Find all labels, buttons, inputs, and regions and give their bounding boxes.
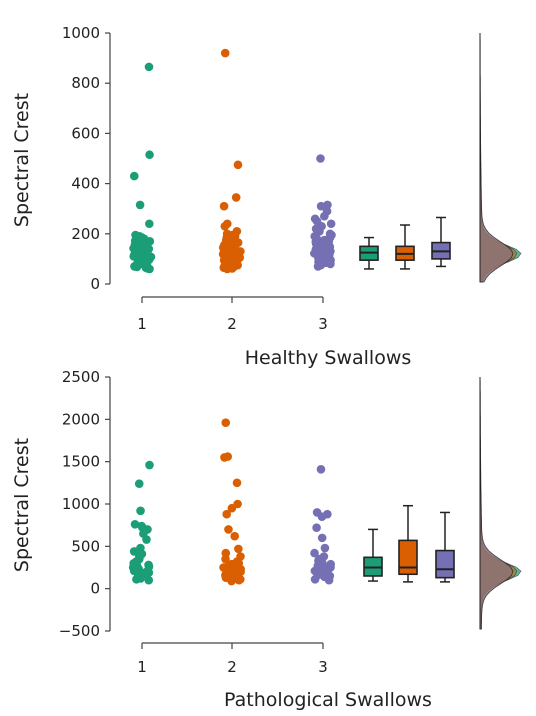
x-tick-label: 2 <box>227 658 237 676</box>
x-axis-title: Pathological Swallows <box>224 689 432 711</box>
data-point <box>220 221 230 231</box>
data-point <box>144 62 154 72</box>
data-point <box>233 160 243 170</box>
data-point <box>326 219 336 229</box>
data-point <box>224 525 233 534</box>
chart-panel-1: 0 200 400 600 800 1000 Spectral Crest 1 2 3 Health… <box>11 24 522 369</box>
data-point <box>317 533 327 543</box>
data-point <box>132 575 141 584</box>
x-tick-label: 3 <box>318 315 328 333</box>
data-point <box>320 211 329 221</box>
data-point <box>145 219 154 229</box>
data-point <box>326 259 335 269</box>
x-tick-label: 1 <box>137 315 147 333</box>
data-point <box>316 201 326 211</box>
data-point <box>220 453 229 462</box>
y-tick-label: 500 <box>71 537 100 555</box>
data-point <box>145 264 154 274</box>
data-point <box>320 543 330 553</box>
y-tick-label: 2000 <box>62 410 100 428</box>
chart-panel-2: −500 0 500 1000 1500 2000 2500 Spectral Crest 1 2… <box>11 368 522 711</box>
y-tick-label: 0 <box>90 275 100 293</box>
data-point <box>221 418 231 428</box>
data-point <box>220 48 230 58</box>
data-point <box>145 150 154 160</box>
data-point <box>145 460 154 470</box>
data-point <box>231 193 241 202</box>
y-tick-label: 1000 <box>62 24 100 42</box>
y-tick-label: 1000 <box>62 495 100 513</box>
data-point <box>136 506 145 516</box>
y-axis-title: Spectral Crest <box>11 93 33 227</box>
x-tick-label: 2 <box>227 315 237 333</box>
data-point <box>221 554 230 564</box>
y-tick-label: 1500 <box>62 453 100 471</box>
data-point <box>316 154 325 163</box>
data-point <box>313 262 323 271</box>
data-point <box>129 171 139 181</box>
y-tick-label: 800 <box>71 74 100 92</box>
data-point <box>222 509 232 519</box>
x-axis-title: Healthy Swallows <box>245 347 412 369</box>
data-point <box>227 503 237 513</box>
data-point <box>310 575 320 584</box>
density-curve <box>479 36 514 283</box>
y-tick-label: 600 <box>71 124 100 142</box>
data-point <box>134 479 144 488</box>
data-point <box>142 535 151 544</box>
y-tick-label: −500 <box>59 622 100 640</box>
density-curve <box>479 380 514 630</box>
data-point <box>324 575 334 585</box>
data-point <box>132 262 142 272</box>
data-point <box>230 531 240 541</box>
data-point <box>223 264 232 274</box>
data-point <box>144 575 154 585</box>
data-point <box>135 200 145 210</box>
y-axis-title: Spectral Crest <box>11 438 33 572</box>
y-tick-label: 2500 <box>62 368 100 386</box>
data-point <box>234 575 244 585</box>
data-point <box>130 520 140 529</box>
data-point <box>312 523 321 533</box>
y-tick-label: 400 <box>71 175 100 193</box>
data-point <box>232 478 242 488</box>
box <box>435 549 455 579</box>
data-point <box>316 464 326 474</box>
y-tick-label: 200 <box>71 225 100 243</box>
x-tick-label: 3 <box>318 658 328 676</box>
y-tick-label: 0 <box>90 580 100 598</box>
data-point <box>317 512 327 521</box>
x-tick-label: 1 <box>137 658 147 676</box>
data-point <box>219 201 229 211</box>
data-point <box>234 544 243 554</box>
box <box>398 539 418 576</box>
data-point <box>227 576 236 586</box>
data-point <box>310 548 319 558</box>
